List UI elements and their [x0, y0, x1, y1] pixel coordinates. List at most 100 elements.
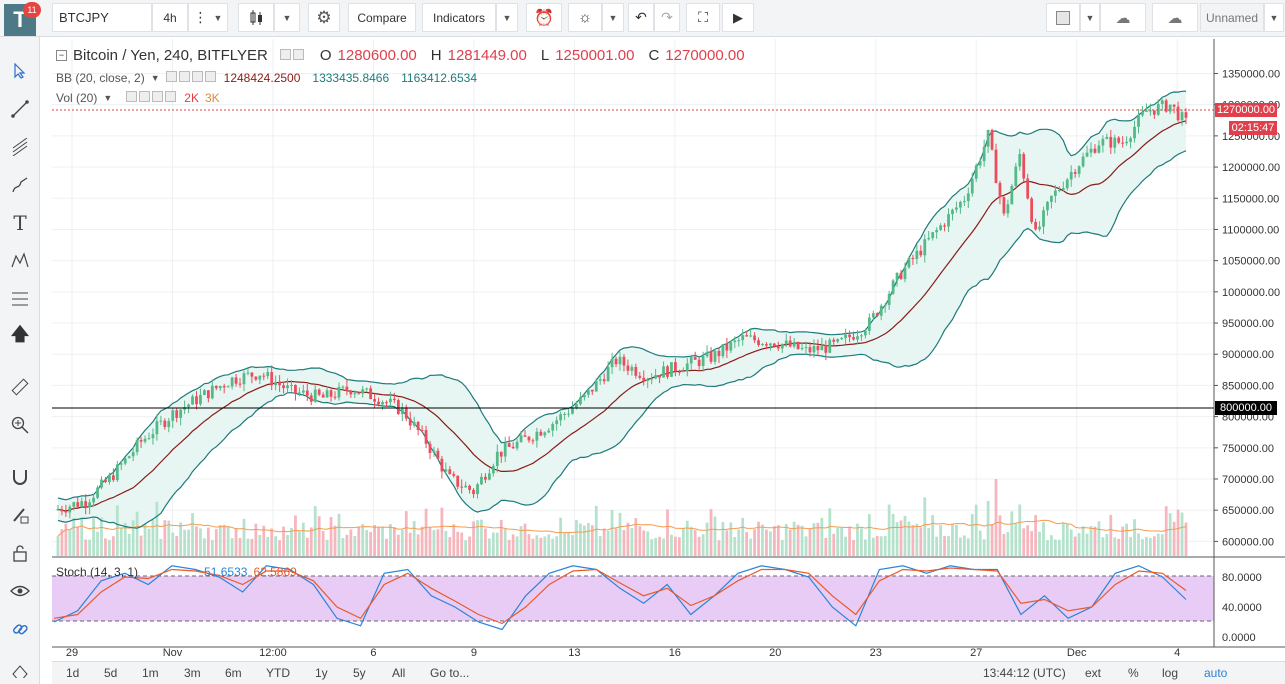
range-5d[interactable]: 5d — [104, 666, 118, 680]
candle-body — [60, 509, 64, 512]
range-ytd[interactable]: YTD — [266, 666, 290, 680]
interval-button[interactable]: 4h — [152, 3, 188, 32]
candle-body — [911, 257, 915, 259]
remove-drawings-tool[interactable] — [6, 661, 34, 681]
candle-body — [840, 338, 844, 340]
candle-body — [966, 193, 970, 202]
trendline-tool[interactable] — [6, 95, 34, 123]
redo-button[interactable]: ↷ — [654, 3, 680, 32]
time-axis[interactable]: 29 Nov 12:00 6 9 13 16 20 23 27 Dec 4 — [66, 647, 1180, 659]
range-1y[interactable]: 1y — [315, 666, 328, 680]
chart-type-dropdown[interactable]: ▼ — [274, 3, 300, 32]
replay-dropdown[interactable]: ▼ — [602, 3, 624, 32]
indicators-button[interactable]: Indicators — [422, 3, 496, 32]
vol-buttons[interactable] — [126, 91, 178, 105]
arrow-tool[interactable]: 🡅 — [6, 323, 34, 351]
candle-body — [1093, 148, 1097, 153]
compare-button[interactable]: Compare — [348, 3, 416, 32]
candles — [56, 98, 1188, 519]
chevron-down-icon[interactable]: ▼ — [103, 93, 113, 103]
range-1m[interactable]: 1m — [142, 666, 159, 680]
volume-bar — [424, 508, 428, 556]
auto-toggle[interactable]: auto — [1204, 666, 1228, 680]
undo-button[interactable]: ↶ — [628, 3, 654, 32]
save-layout-button[interactable]: ☁ — [1152, 3, 1198, 32]
cursor-tool[interactable] — [6, 57, 34, 85]
candle-body — [990, 129, 994, 150]
range-6m[interactable]: 6m — [225, 666, 242, 680]
volume-bar — [80, 518, 84, 556]
candle-body — [1014, 166, 1018, 186]
chart-pane[interactable]: 1350000.001300000.001250000.001200000.00… — [52, 39, 1285, 661]
load-layout-button[interactable]: ☁ — [1100, 3, 1146, 32]
volume-bar — [1156, 533, 1160, 556]
settings-button[interactable]: ⚙ — [308, 3, 340, 32]
lock-drawings-tool[interactable] — [6, 539, 34, 567]
range-1d[interactable]: 1d — [66, 666, 80, 680]
candle-body — [1073, 172, 1077, 174]
layout-button[interactable] — [1046, 3, 1080, 32]
replay-button[interactable]: ☼ — [568, 3, 602, 32]
prediction-tool[interactable] — [6, 285, 34, 313]
zoom-tool[interactable] — [6, 411, 34, 439]
range-3m[interactable]: 3m — [184, 666, 201, 680]
volume-bar — [1030, 531, 1034, 556]
bb-basis-value: 1248424.2500 — [223, 71, 301, 85]
volume-legend[interactable]: Vol (20) ▼ 2K 3K — [56, 91, 220, 105]
chevron-down-icon[interactable]: ▼ — [150, 73, 160, 83]
volume-bar — [784, 523, 788, 556]
bb-upper-value: 1333435.8466 — [312, 71, 390, 85]
layout-name[interactable]: Unnamed — [1200, 3, 1264, 32]
volume-bar — [986, 501, 990, 556]
candle-body — [1133, 126, 1136, 139]
price-axis[interactable]: 1350000.001300000.001250000.001200000.00… — [1214, 68, 1280, 548]
bb-buttons[interactable] — [165, 71, 218, 85]
volume-bar — [523, 523, 527, 556]
pitchfork-tool[interactable] — [6, 133, 34, 161]
layout-dropdown[interactable]: ▼ — [1080, 3, 1100, 32]
main-series-legend[interactable]: − Bitcoin / Yen, 240, BITFLYER O 1280600.… — [56, 47, 745, 64]
interval-dropdown[interactable]: ⋮ ▼ — [188, 3, 228, 32]
stoch-legend[interactable]: Stoch (14, 3, 1) 51.6533 62.5869 — [56, 565, 297, 579]
candle-body — [400, 407, 404, 414]
bollinger-legend[interactable]: BB (20, close, 2) ▼ 1248424.2500 1333435… — [56, 71, 477, 85]
hide-drawings-tool[interactable] — [6, 577, 34, 605]
volume-bar — [325, 539, 329, 556]
volume-bar — [951, 524, 954, 556]
time-tick-label: 4 — [1174, 647, 1180, 659]
publish-button[interactable]: ▶ — [722, 3, 754, 32]
chart-type-button[interactable] — [238, 3, 274, 32]
collapse-icon[interactable]: − — [56, 50, 67, 61]
candle-body — [476, 484, 479, 495]
indicators-dropdown[interactable]: ▼ — [496, 3, 518, 32]
goto-button[interactable]: Go to... — [430, 666, 470, 680]
candle-body — [238, 383, 242, 385]
symbol-search-input[interactable]: BTCJPY — [52, 3, 152, 32]
candle-body — [519, 435, 523, 442]
brush-tool[interactable] — [6, 171, 34, 199]
notification-badge[interactable]: 11 — [23, 2, 41, 18]
candle-body — [1077, 166, 1081, 174]
alert-button[interactable]: ⏰ — [526, 3, 562, 32]
series-format-buttons[interactable] — [279, 47, 306, 64]
fullscreen-button[interactable]: ⛶ — [686, 3, 720, 32]
chart-canvas[interactable]: 1350000.001300000.001250000.001200000.00… — [52, 39, 1285, 661]
stoch-axis[interactable]: 80.0000 40.0000 0.0000 — [1222, 572, 1262, 644]
measure-tool[interactable] — [6, 373, 34, 401]
lock-icon — [13, 545, 27, 562]
log-toggle[interactable]: log — [1162, 666, 1179, 680]
ext-toggle[interactable]: ext — [1085, 666, 1102, 680]
volume-bar — [317, 516, 321, 556]
text-tool[interactable]: T — [6, 209, 34, 237]
candle-body — [1081, 156, 1085, 167]
layout-name-dropdown[interactable]: ▼ — [1264, 3, 1284, 32]
pattern-tool[interactable] — [6, 247, 34, 275]
utc-clock[interactable]: 13:44:12 (UTC) — [983, 666, 1066, 680]
range-5y[interactable]: 5y — [353, 666, 366, 680]
percent-toggle[interactable]: % — [1128, 666, 1139, 680]
range-all[interactable]: All — [392, 666, 406, 680]
stay-in-drawing-tool[interactable] — [6, 501, 34, 529]
sync-drawings-tool[interactable] — [6, 615, 34, 643]
volume-bar — [341, 538, 345, 556]
magnet-tool[interactable] — [6, 463, 34, 491]
